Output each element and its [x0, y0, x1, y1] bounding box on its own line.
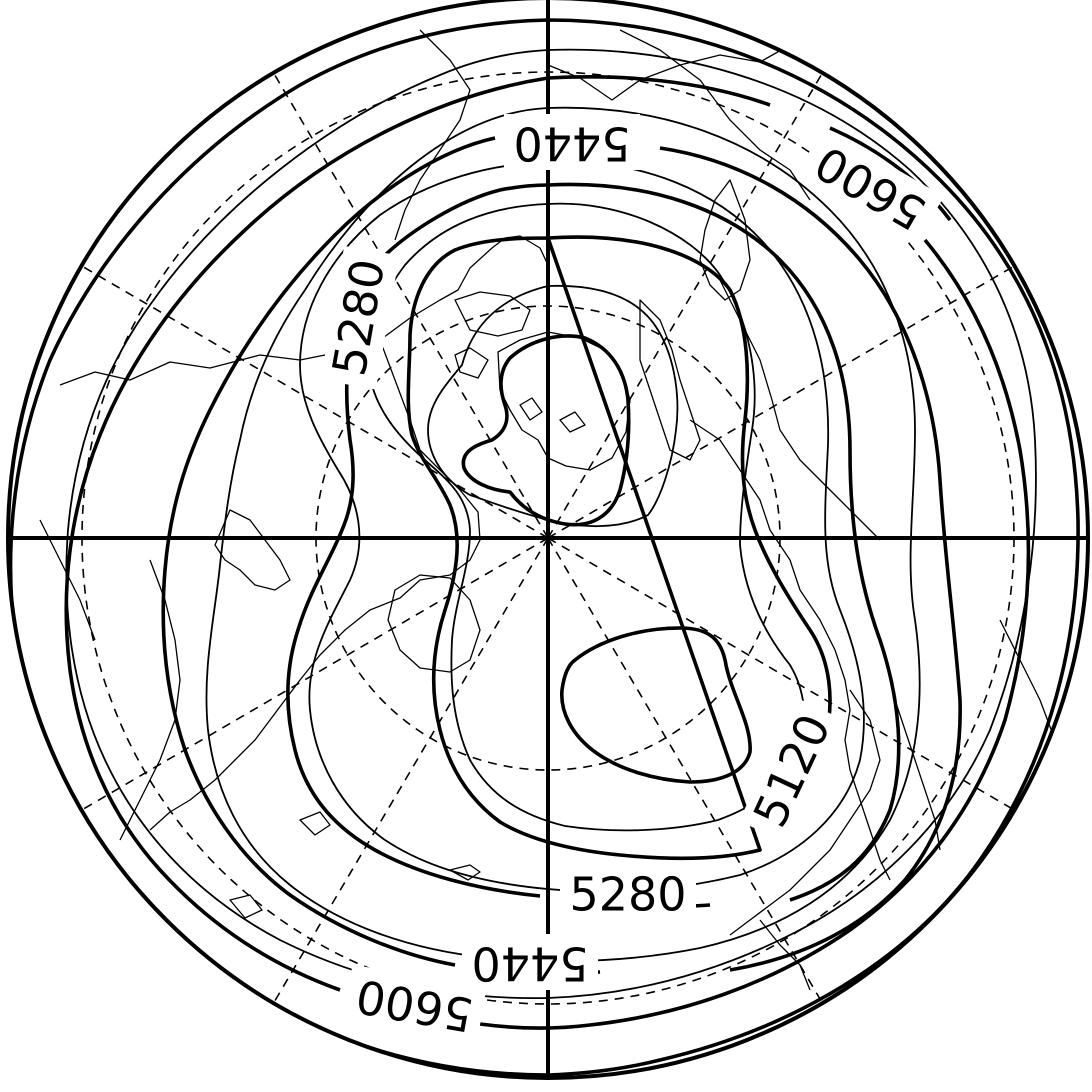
coastline-scandinavia: [639, 299, 701, 461]
label-mask: [739, 697, 848, 845]
contour-label-5120-right: 5120: [743, 706, 841, 835]
contour-5440: [161, 136, 962, 976]
coastline-japan: [894, 699, 941, 851]
contour-5120-siberian-low: [560, 626, 752, 784]
label-mask: [342, 964, 487, 1044]
coastline-africa: [394, 29, 811, 241]
contour-label-5440-top: 5440: [513, 117, 630, 171]
coastline-south-america: [39, 519, 181, 841]
contour-line: [299, 160, 865, 893]
contour-label-5600-bottom: 5600: [352, 969, 477, 1043]
meridian-line: [547, 537, 1088, 854]
contour-label-5280-left: 5280: [322, 255, 396, 380]
meridian-line: [547, 537, 860, 1066]
coastline-mediterranean: [699, 179, 751, 301]
label-mask: [560, 868, 696, 924]
contour-line: [369, 202, 806, 832]
contour-label-5280-bottom: 5280: [569, 868, 686, 922]
label-mask: [320, 245, 400, 390]
map-boundary: [6, 0, 1090, 1080]
coastline-south-asia: [999, 319, 1086, 741]
labelled-contours: [8, 18, 1080, 1077]
contour-5120-greenland-low: [461, 334, 631, 527]
meridian-line: [547, 222, 1088, 539]
meridian-line: [547, 10, 860, 539]
meridian-line: [8, 222, 549, 539]
meridian-line: [236, 537, 549, 1066]
contour-line: [65, 48, 1037, 1000]
label-mask: [462, 934, 598, 990]
coastline-pacific-islands: [229, 811, 481, 919]
coastline-arctic-islands: [454, 291, 586, 433]
coastline-hudson-bay: [387, 574, 481, 673]
label-mask: [504, 114, 640, 170]
label-mask: [798, 128, 944, 245]
meridian-line: [8, 537, 549, 854]
contour-label-5440-bottom: 5440: [471, 937, 588, 991]
